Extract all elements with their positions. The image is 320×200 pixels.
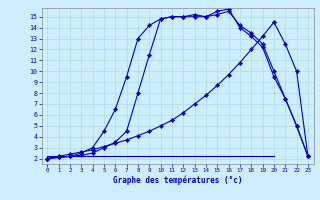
X-axis label: Graphe des températures (°c): Graphe des températures (°c) [113,176,242,185]
